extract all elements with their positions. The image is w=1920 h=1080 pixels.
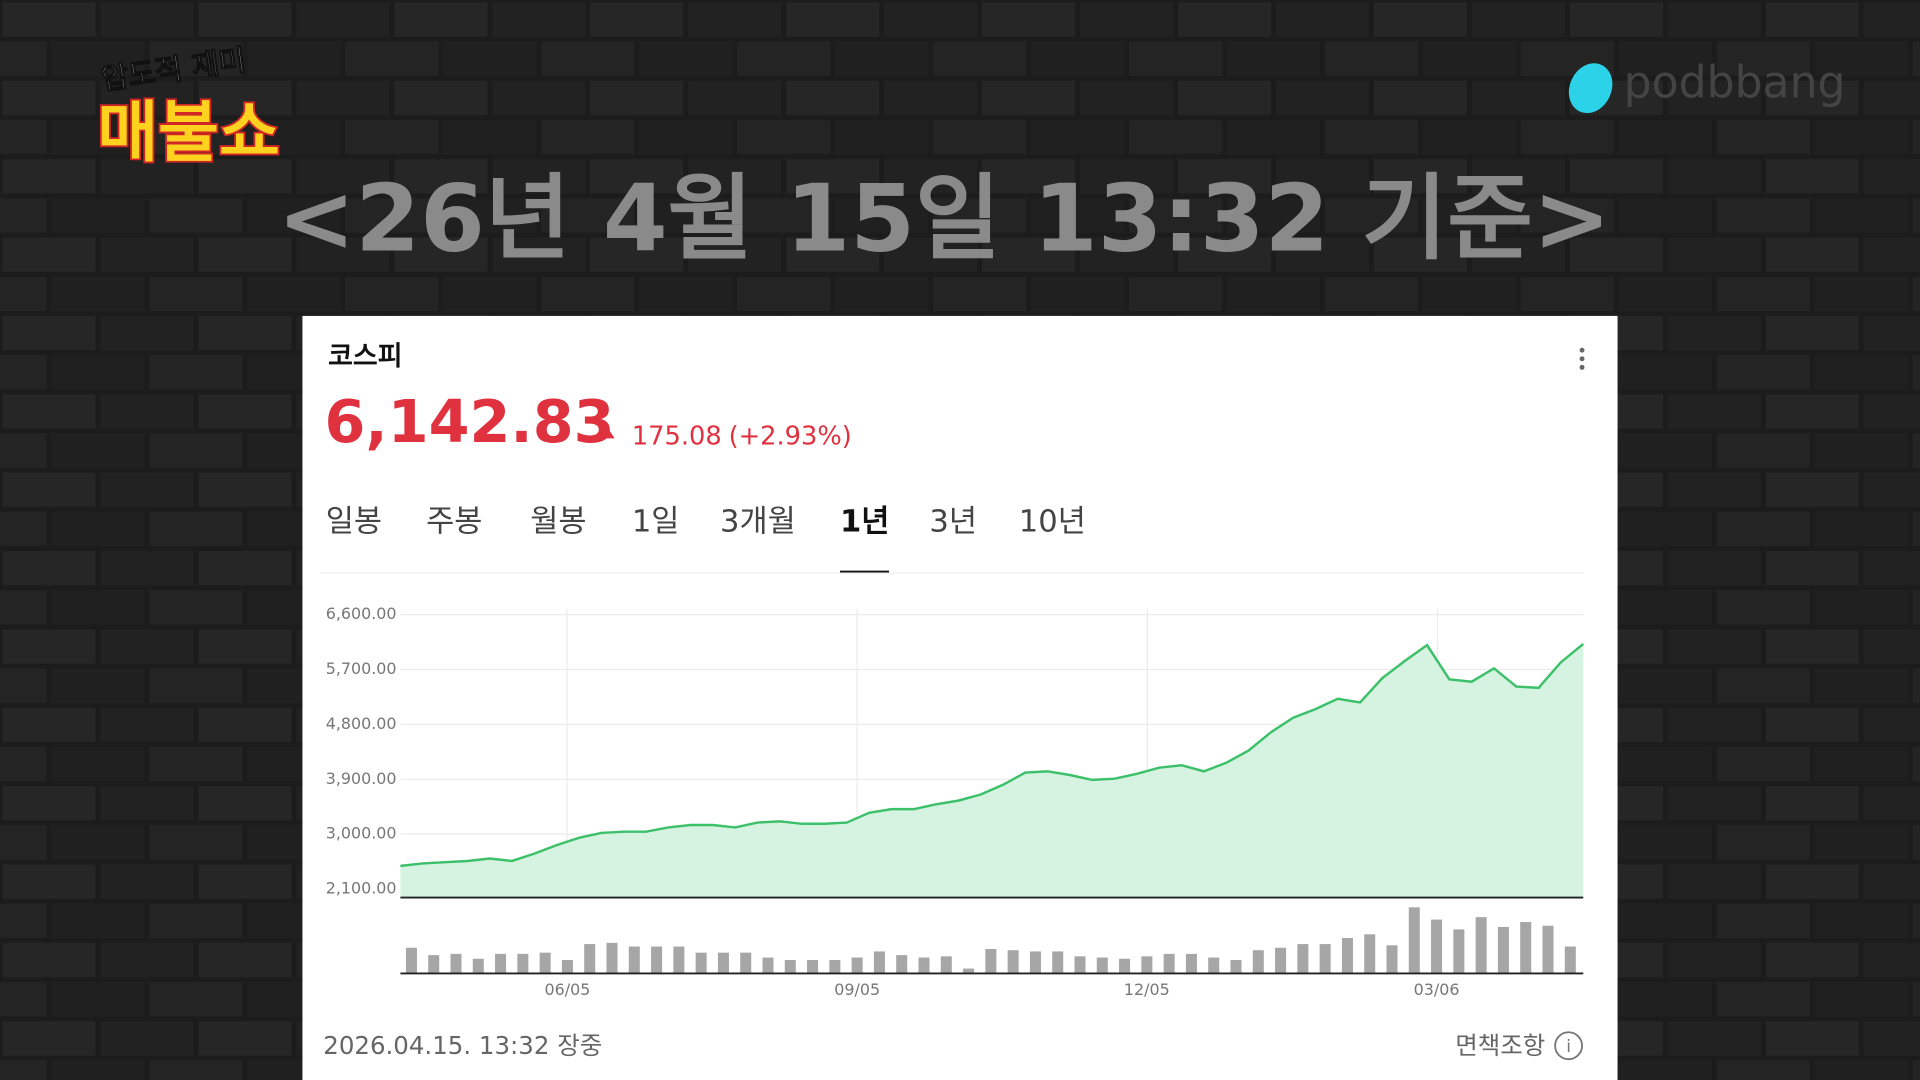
- timestamp: 2026.04.15. 13:32 장중: [323, 1031, 602, 1060]
- volume-bar: [695, 952, 707, 974]
- volume-bar: [561, 960, 573, 974]
- volume-bar: [896, 955, 908, 974]
- volume-bar: [762, 957, 774, 974]
- volume-bar: [1119, 958, 1131, 974]
- tab[interactable]: 3개월: [720, 504, 796, 539]
- volume-bar: [940, 956, 952, 974]
- volume-bar: [1297, 944, 1309, 974]
- y-tick-label: 3,000.00: [326, 824, 397, 843]
- tabs: 일봉 주봉 월봉 1일 3개월 1년 3년 10년: [326, 504, 1086, 574]
- volume-bar: [1074, 956, 1086, 974]
- volume-bar: [807, 960, 819, 974]
- volume-bar: [985, 948, 997, 974]
- headline: <26년 4월 15일 13:32 기준>: [277, 165, 1610, 273]
- y-tick-label: 5,700.00: [326, 659, 397, 678]
- show-logo: 매불쇼: [97, 94, 279, 171]
- volume-bar: [428, 955, 440, 974]
- volume-bar: [829, 960, 841, 974]
- volume-bar: [450, 953, 462, 974]
- menu-dot[interactable]: [1579, 364, 1585, 370]
- y-tick-label: 2,100.00: [326, 879, 397, 898]
- line: [400, 642, 1585, 868]
- disclaimer[interactable]: 면책조항: [1455, 1031, 1545, 1060]
- index-name: 코스피: [328, 341, 402, 372]
- volume-bar: [1453, 929, 1465, 974]
- volume-bar: [740, 952, 752, 974]
- volume-bar: [606, 942, 618, 974]
- volume-bar: [784, 960, 796, 974]
- tab[interactable]: 10년: [1019, 504, 1086, 539]
- volume-bar: [851, 957, 863, 974]
- y-tick-label: 3,900.00: [326, 769, 397, 788]
- info-icon[interactable]: [1554, 1031, 1583, 1061]
- volume-bar: [1185, 953, 1197, 974]
- tab[interactable]: 주봉: [426, 504, 482, 539]
- volume-bar: [1230, 960, 1242, 974]
- change: 175.08: [632, 422, 722, 452]
- volume-bar: [405, 947, 417, 974]
- volume-bar: [1029, 951, 1041, 974]
- volume-bar: [717, 952, 729, 974]
- volume-bar: [1542, 925, 1554, 974]
- price: 6,142.83: [324, 387, 614, 456]
- x-tick-label: 12/05: [1124, 980, 1170, 999]
- change-pct: (+2.93%): [729, 422, 852, 452]
- volume-bar: [873, 951, 885, 974]
- volume-bar: [1341, 937, 1353, 974]
- volume-bar: [1052, 951, 1064, 974]
- volume-bar: [1319, 944, 1331, 974]
- volume-bar: [1275, 947, 1287, 974]
- tab[interactable]: 3년: [929, 504, 977, 539]
- volume-bar: [1431, 919, 1443, 974]
- volume-bar: [1475, 917, 1487, 974]
- info-icon-i: i: [1566, 1037, 1571, 1057]
- volume-bar: [584, 944, 596, 974]
- volume-bar: [1364, 934, 1376, 974]
- volume-bar: [539, 952, 551, 974]
- volume-bar: [628, 946, 640, 974]
- volume-bar: [1408, 907, 1420, 974]
- y-tick-label: 4,800.00: [326, 714, 397, 733]
- volume-bar: [472, 958, 484, 974]
- tab[interactable]: 일봉: [326, 504, 382, 539]
- up-arrow: [600, 427, 615, 439]
- area: [400, 643, 1584, 898]
- tab[interactable]: 월봉: [530, 504, 586, 539]
- volume-bar: [495, 953, 507, 974]
- volume-bar: [963, 968, 975, 974]
- menu-dot[interactable]: [1579, 356, 1585, 362]
- volume-bar: [1564, 946, 1576, 974]
- tab[interactable]: 1년: [840, 504, 889, 539]
- menu-dot[interactable]: [1579, 347, 1585, 353]
- volume-bar: [517, 953, 529, 974]
- volume-bar: [1252, 950, 1264, 974]
- plot: 2,100.00 3,000.00 3,900.00 4,800.00 5,700.00…: [326, 604, 1585, 999]
- volume-bar: [1096, 957, 1108, 974]
- volume-bar: [1007, 950, 1019, 974]
- x-tick-label: 06/05: [545, 980, 591, 999]
- volume-bar: [1208, 957, 1220, 974]
- x-tick-label: 09/05: [834, 980, 880, 999]
- volume-bar: [918, 957, 930, 974]
- volume-bar: [1386, 945, 1398, 974]
- volume-bar: [673, 946, 685, 974]
- volume-bar: [1141, 956, 1153, 974]
- brand: podbbang: [1624, 58, 1846, 109]
- volume-bar: [1497, 926, 1509, 974]
- y-tick-label: 6,600.00: [326, 604, 397, 623]
- volume-bar: [651, 946, 663, 974]
- tab[interactable]: 1일: [632, 504, 680, 539]
- brand-icon: [1568, 63, 1613, 114]
- x-tick-label: 03/06: [1414, 980, 1460, 999]
- volume-bar: [1520, 922, 1532, 974]
- volume-bar: [1163, 953, 1175, 974]
